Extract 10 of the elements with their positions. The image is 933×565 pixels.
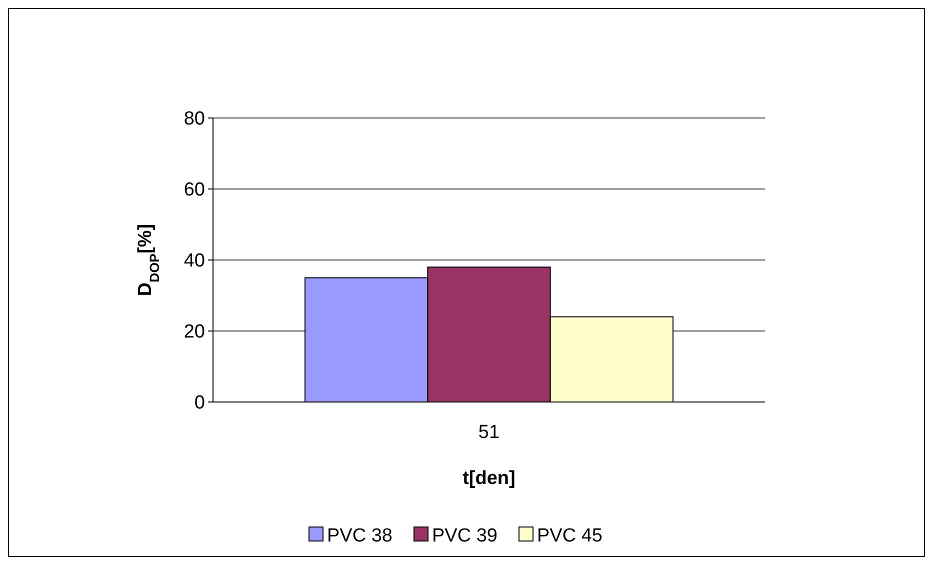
legend-label: PVC 38: [327, 526, 392, 547]
x-axis-title: t[den]: [462, 468, 516, 489]
y-tick-label: 40: [184, 250, 205, 272]
legend-label: PVC 39: [432, 526, 498, 547]
y-tick-label: 0: [194, 392, 205, 414]
legend-label: PVC 45: [537, 526, 602, 547]
y-tick-label: 20: [184, 322, 205, 343]
y-tick-label: 80: [184, 108, 205, 130]
y-tick-label: 60: [184, 180, 205, 201]
x-tick-label: 51: [478, 422, 500, 443]
